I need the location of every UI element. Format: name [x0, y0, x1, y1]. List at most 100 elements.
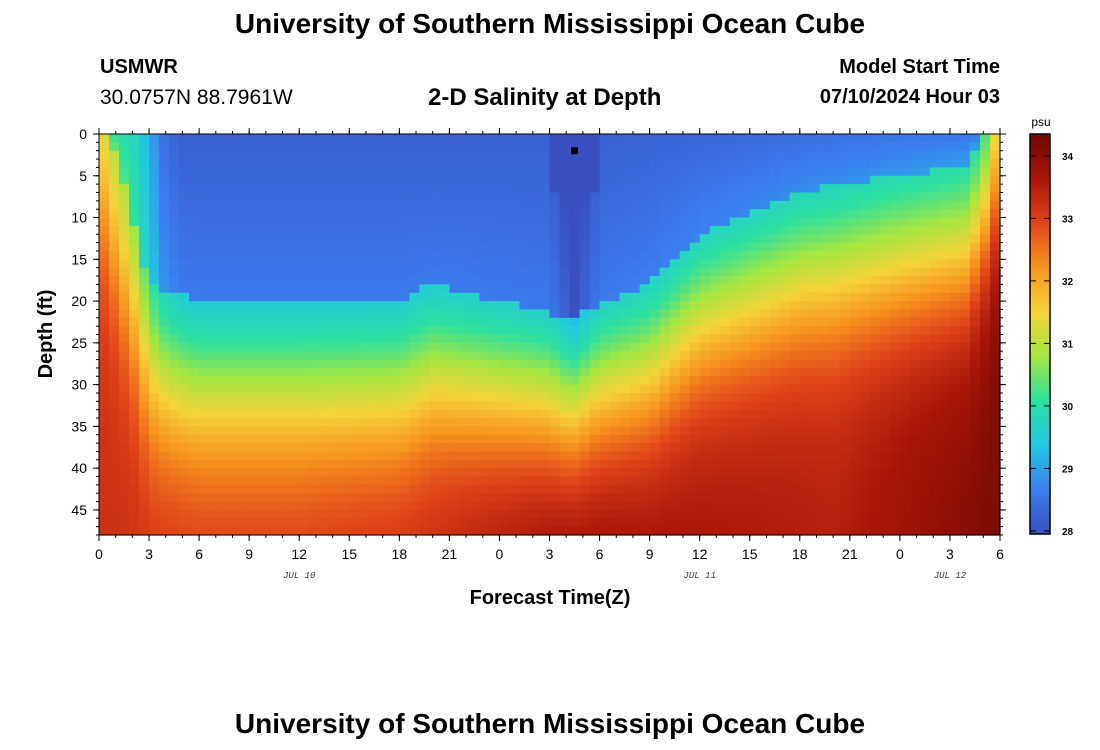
heatmap-cell	[259, 476, 270, 486]
heatmap-cell	[269, 250, 280, 260]
heatmap-cell	[679, 376, 691, 386]
heatmap-cell	[269, 309, 280, 319]
heatmap-cell	[479, 392, 491, 402]
heatmap-cell	[819, 134, 831, 143]
heatmap-cell	[659, 276, 671, 285]
heatmap-cell	[99, 242, 110, 252]
heatmap-cell	[479, 242, 491, 252]
heatmap-cell	[299, 284, 310, 294]
heatmap-cell	[329, 384, 340, 394]
heatmap-cell	[229, 418, 240, 427]
heatmap-cell	[849, 468, 861, 478]
heatmap-cell	[659, 309, 671, 319]
heatmap-cell	[389, 292, 400, 302]
heatmap-cell	[329, 276, 340, 285]
heatmap-cell	[689, 426, 701, 436]
heatmap-cell	[99, 250, 110, 260]
heatmap-cell	[509, 317, 521, 327]
heatmap-cell	[859, 150, 871, 160]
heatmap-cell	[259, 217, 270, 227]
heatmap-cell	[669, 401, 681, 411]
heatmap-cell	[759, 351, 771, 361]
heatmap-cell	[189, 501, 200, 511]
heatmap-cell	[839, 518, 851, 528]
heatmap-cell	[369, 384, 380, 394]
heatmap-cell	[699, 409, 711, 419]
heatmap-cell	[919, 434, 931, 444]
heatmap-cell	[289, 317, 300, 327]
heatmap-cell	[699, 192, 711, 202]
heatmap-cell	[609, 134, 621, 143]
heatmap-cell	[769, 359, 781, 369]
heatmap-cell	[849, 401, 861, 411]
heatmap-cell	[159, 142, 170, 152]
heatmap-cell	[189, 459, 200, 469]
heatmap-cell	[719, 351, 731, 361]
heatmap-cell	[669, 501, 681, 511]
heatmap-cell	[529, 451, 541, 461]
heatmap-cell	[329, 459, 340, 469]
heatmap-cell	[809, 526, 821, 536]
heatmap-cell	[909, 484, 921, 494]
heatmap-cell	[369, 292, 380, 302]
heatmap-cell	[679, 259, 691, 269]
heatmap-cell	[209, 501, 220, 511]
heatmap-cell	[449, 484, 460, 494]
heatmap-cell	[879, 167, 891, 177]
heatmap-cell	[979, 259, 991, 269]
heatmap-cell	[829, 476, 841, 486]
heatmap-cell	[139, 334, 150, 344]
heatmap-cell	[289, 167, 300, 177]
heatmap-cell	[529, 493, 541, 503]
heatmap-cell	[279, 434, 290, 444]
heatmap-cell	[169, 217, 180, 227]
heatmap-cell	[449, 317, 460, 327]
heatmap-cell	[409, 459, 420, 469]
heatmap-cell	[279, 184, 290, 194]
heatmap-cell	[169, 209, 180, 219]
heatmap-cell	[159, 509, 170, 519]
heatmap-cell	[879, 134, 891, 143]
heatmap-cell	[709, 326, 721, 336]
heatmap-cell	[989, 234, 1001, 244]
heatmap-cell	[219, 334, 230, 344]
heatmap-cell	[139, 317, 150, 327]
heatmap-cell	[869, 434, 881, 444]
heatmap-cell	[509, 250, 521, 260]
heatmap-cell	[849, 376, 861, 386]
heatmap-cell	[339, 209, 350, 219]
heatmap-cell	[299, 392, 310, 402]
heatmap-cell	[619, 526, 631, 536]
heatmap-cell	[729, 459, 741, 469]
heatmap-cell	[669, 426, 681, 436]
heatmap-cell	[669, 317, 681, 327]
heatmap-cell	[969, 242, 981, 252]
heatmap-cell	[119, 359, 130, 369]
heatmap-cell	[599, 217, 611, 227]
heatmap-cell	[469, 142, 481, 152]
heatmap-cell	[669, 434, 681, 444]
heatmap-cell	[389, 359, 400, 369]
heatmap-cell	[539, 351, 551, 361]
heatmap-cell	[239, 359, 250, 369]
heatmap-cell	[249, 418, 260, 427]
heatmap-cell	[779, 359, 791, 369]
heatmap-cell	[849, 367, 861, 377]
heatmap-cell	[459, 518, 471, 528]
heatmap-cell	[229, 359, 240, 369]
heatmap-cell	[889, 384, 901, 394]
heatmap-cell	[289, 134, 300, 143]
heatmap-cell	[129, 459, 140, 469]
heatmap-cell	[299, 242, 310, 252]
heatmap-cell	[719, 225, 731, 235]
heatmap-cell	[599, 167, 611, 177]
heatmap-cell	[969, 409, 981, 419]
heatmap-cell	[909, 134, 921, 143]
heatmap-cell	[909, 309, 921, 319]
heatmap-cell	[319, 317, 330, 327]
heatmap-cell	[839, 175, 851, 185]
heatmap-cell	[899, 134, 911, 143]
heatmap-cell	[239, 292, 250, 302]
heatmap-cell	[299, 518, 310, 528]
heatmap-cell	[869, 234, 881, 244]
